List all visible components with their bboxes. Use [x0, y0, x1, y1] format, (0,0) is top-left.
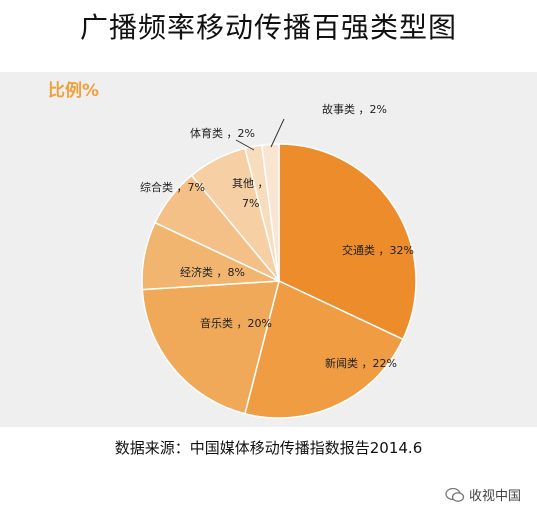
leader-line-7 [235, 139, 255, 151]
pie-slice-1 [278, 143, 417, 341]
slice-label-6: 其他 ， 7% [232, 177, 269, 210]
slice-label-1: 交通类 ，32% [342, 243, 414, 257]
watermark-text: 收视中国 [468, 489, 521, 504]
pie-slice-3 [141, 280, 280, 415]
slice-label-3: 音乐类 ，20% [200, 316, 272, 330]
page-title: 广播频率移动传播百强类型图 [79, 11, 457, 44]
watermark: 收视中国 [445, 485, 521, 504]
slice-label-5: 综合类 ，7% [140, 180, 205, 194]
pie-slice-8 [260, 143, 280, 282]
data-source: 数据来源：中国媒体移动传播指数报告2014.6 [114, 439, 423, 457]
slice-label-8: 故事类 ，2% [322, 102, 387, 116]
leader-line-8 [270, 118, 285, 148]
chart-subtitle: 比例% [48, 81, 100, 101]
slice-label-2: 新闻类 ，22% [325, 356, 397, 370]
slice-label-7: 体育类 ，2% [190, 126, 255, 140]
slice-label-4: 经济类 ，8% [180, 265, 245, 279]
pie-slice-2 [244, 279, 404, 419]
wechat-icon [445, 487, 465, 502]
